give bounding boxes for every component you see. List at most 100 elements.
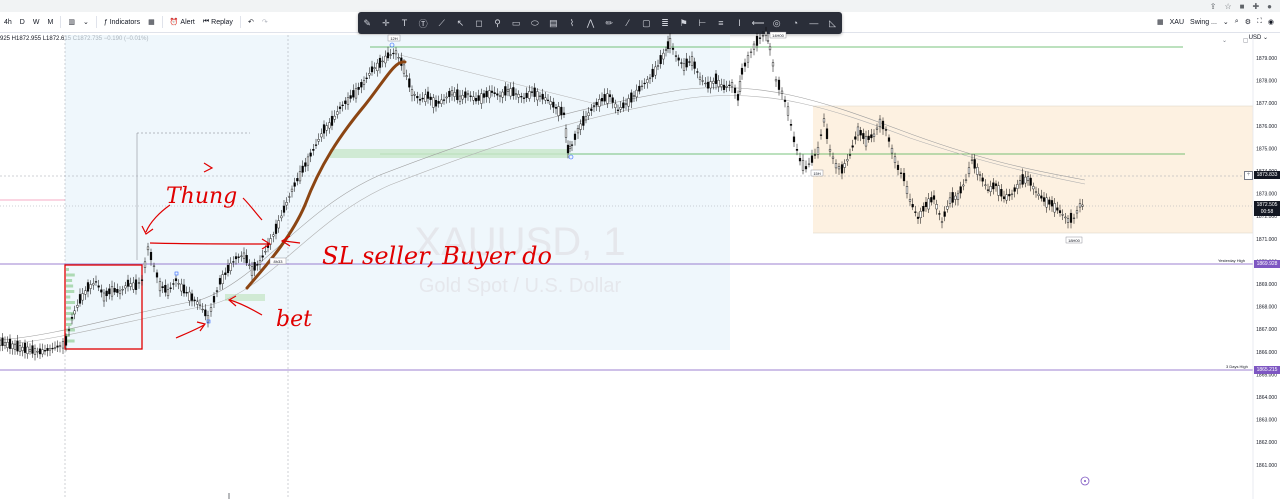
star-icon[interactable]: ☆: [1224, 1, 1232, 11]
current-price-label: 1872.505: [1254, 201, 1280, 209]
candle-body: [389, 54, 392, 56]
selection-highlight: [65, 35, 730, 350]
note-icon[interactable]: ▭: [511, 17, 521, 28]
cursor-icon[interactable]: ↖: [456, 17, 465, 28]
candle-body: [1002, 196, 1006, 199]
candle-body: [562, 112, 566, 115]
chart-label-box: [810, 169, 824, 177]
candle-body: [282, 205, 286, 213]
alarm-icon: ⏰: [169, 19, 179, 26]
candle-body: [97, 285, 100, 288]
layout-name[interactable]: Swing ...: [1190, 18, 1217, 26]
volume-bar: [66, 328, 75, 332]
interval-d[interactable]: D: [19, 18, 25, 26]
fib-icon[interactable]: ≣: [661, 17, 669, 28]
chart-type-button[interactable]: ▥: [64, 18, 79, 26]
axis-plus-icon[interactable]: +: [1244, 171, 1253, 180]
divider: [95, 16, 97, 28]
puzzle-icon[interactable]: ✚: [1252, 1, 1260, 11]
interval-4h[interactable]: 4h: [4, 18, 12, 26]
interval-w[interactable]: W: [32, 18, 40, 26]
layout-grid-icon[interactable]: ▦: [1157, 19, 1164, 26]
candle-body: [864, 136, 868, 147]
camera-icon[interactable]: ◉: [1267, 19, 1274, 26]
interval-m[interactable]: M: [47, 18, 54, 26]
ruler-icon[interactable]: ⊢: [698, 17, 707, 28]
square-icon[interactable]: ▢: [1242, 38, 1249, 44]
crosshair-icon[interactable]: ✛: [382, 17, 390, 28]
candle-body: [595, 101, 598, 106]
candle-body: [840, 164, 844, 174]
candle-body: [606, 93, 609, 104]
list-icon[interactable]: ≡: [718, 18, 724, 28]
candle-body: [1061, 214, 1064, 216]
eraser-icon[interactable]: ◺: [829, 17, 836, 28]
candle-body: [1048, 199, 1051, 205]
candle-body: [989, 186, 992, 192]
candle-body: [480, 93, 483, 104]
divider: [161, 16, 163, 28]
candle-body: [448, 90, 451, 97]
candle-body: [482, 93, 486, 98]
text-anchor-icon[interactable]: Ⓣ: [418, 18, 428, 29]
candle-body: [566, 144, 570, 154]
candle-body: [432, 97, 435, 108]
candle-body: [1053, 203, 1056, 213]
price-label-icon[interactable]: ▤: [549, 17, 558, 28]
price-tick-label: 1863.000: [1256, 418, 1277, 424]
arc-icon[interactable]: ◔: [792, 18, 799, 28]
candle-body: [804, 166, 808, 170]
pattern-icon[interactable]: ⋀: [586, 17, 595, 28]
callout-icon[interactable]: ◻: [475, 17, 483, 28]
text-icon[interactable]: T: [401, 18, 408, 28]
trendline-icon[interactable]: ⟋: [438, 17, 445, 28]
currency-label[interactable]: USD ⌄: [1248, 35, 1268, 41]
candle-body: [946, 206, 949, 210]
path-icon[interactable]: ⌇: [569, 17, 575, 28]
flag-icon[interactable]: ⚑: [679, 17, 688, 28]
brush-icon[interactable]: ✎: [363, 17, 372, 28]
chart-label-bottom: 18H00: [1068, 238, 1081, 243]
candle-body: [720, 84, 723, 87]
annot-arrow-head: [141, 225, 154, 235]
undo-button[interactable]: ↶: [244, 18, 258, 26]
candle-body: [643, 82, 646, 85]
pencil-icon[interactable]: ✏: [605, 17, 613, 28]
candle-body: [188, 291, 191, 302]
candle-body: [421, 97, 424, 100]
rectangle-icon[interactable]: ▢: [642, 17, 651, 28]
gear-icon[interactable]: ⚙: [1244, 19, 1251, 26]
line-icon[interactable]: —: [809, 18, 819, 28]
replay-button[interactable]: ⏮ Replay: [202, 18, 233, 26]
candle-body: [1064, 216, 1067, 219]
candle-body: [717, 80, 720, 87]
horizontal-ray-icon[interactable]: ⟵: [751, 17, 765, 28]
chevron-down-icon[interactable]: ⌄: [1222, 19, 1229, 26]
share-icon[interactable]: ⇪: [1209, 1, 1217, 11]
extension-icon[interactable]: ■: [1239, 1, 1245, 11]
vertical-line-icon[interactable]: ǀ: [738, 18, 741, 28]
price-label-1873: 1873.833: [1254, 171, 1280, 179]
profile-icon[interactable]: ●: [1267, 1, 1272, 11]
layout-button[interactable]: ▦: [144, 18, 159, 26]
candle-body: [362, 80, 366, 85]
alert-button[interactable]: ⏰ Alert: [169, 18, 195, 27]
candle-body: [48, 348, 52, 351]
brush-tool-icon[interactable]: ⁄: [627, 18, 629, 28]
chevron-down-icon[interactable]: ⌄: [1222, 38, 1228, 44]
redo-button[interactable]: ↷: [258, 18, 272, 26]
symbol-name[interactable]: XAU: [1169, 18, 1185, 26]
pin-icon[interactable]: ⚲: [494, 17, 501, 28]
search-icon[interactable]: ⌕: [1234, 18, 1239, 25]
candle-body: [1016, 184, 1019, 189]
annot-arrow: [229, 299, 263, 316]
fullscreen-icon[interactable]: ⛶: [1256, 18, 1262, 25]
target-icon[interactable]: ◎: [772, 17, 781, 28]
ellipse-icon[interactable]: ⬭: [530, 17, 539, 28]
candle-body: [981, 177, 984, 182]
candle-body: [386, 52, 390, 59]
indicators-button[interactable]: ƒ Indicators: [103, 18, 141, 26]
compare-button[interactable]: ⌄: [79, 18, 93, 26]
candle-body: [646, 79, 649, 83]
